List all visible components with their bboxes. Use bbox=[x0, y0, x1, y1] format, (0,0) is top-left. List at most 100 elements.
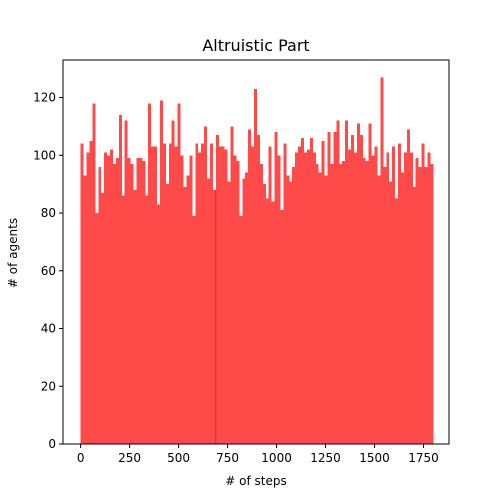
histogram-bar bbox=[218, 146, 222, 444]
histogram-bar bbox=[365, 161, 369, 445]
histogram-bar bbox=[412, 187, 416, 444]
histogram-bar bbox=[345, 120, 349, 444]
histogram-bar bbox=[168, 143, 172, 445]
x-tick-label: 1500 bbox=[359, 451, 390, 465]
histogram-bar bbox=[133, 189, 137, 444]
histogram-bar bbox=[348, 149, 352, 444]
histogram-bar bbox=[162, 143, 166, 445]
histogram-bar bbox=[271, 201, 275, 444]
histogram-bar bbox=[374, 146, 378, 444]
histogram-bar bbox=[177, 103, 181, 444]
histogram-bar bbox=[386, 152, 390, 444]
histogram-bar bbox=[227, 181, 231, 444]
histogram-bar bbox=[312, 152, 316, 444]
histogram-bar bbox=[130, 163, 134, 444]
histogram-bar bbox=[333, 132, 337, 444]
histogram-bar bbox=[309, 137, 313, 444]
histogram-bar bbox=[83, 175, 87, 445]
histogram-bar bbox=[421, 143, 425, 445]
histogram-bar bbox=[118, 114, 122, 444]
histogram-bar bbox=[251, 146, 255, 444]
histogram-bar bbox=[165, 184, 169, 444]
histogram-bar bbox=[86, 152, 90, 444]
histogram-bar bbox=[280, 210, 284, 444]
histogram-bar bbox=[286, 175, 290, 445]
histogram-bar bbox=[324, 175, 328, 445]
histogram-bar bbox=[121, 195, 125, 444]
histogram-bar bbox=[306, 149, 310, 444]
histogram-bar bbox=[427, 152, 431, 444]
histogram-bar bbox=[254, 88, 257, 444]
histogram-bar bbox=[248, 129, 252, 445]
histogram-bar bbox=[304, 152, 307, 444]
histogram-bar bbox=[274, 132, 278, 444]
histogram-bar bbox=[380, 77, 384, 445]
histogram-bar bbox=[207, 178, 210, 444]
histogram-bar bbox=[124, 120, 128, 444]
histogram-bar bbox=[377, 175, 381, 445]
histogram-bar bbox=[301, 137, 305, 444]
histogram-bar bbox=[212, 189, 216, 444]
x-tick-label: 0 bbox=[77, 451, 85, 465]
histogram-bar bbox=[98, 166, 102, 444]
x-axis-ticks: 0 250 500 750 1000 1250 1500 1750 bbox=[77, 444, 439, 465]
histogram-bar bbox=[239, 215, 243, 444]
histogram-bar bbox=[353, 152, 357, 444]
histogram-bar bbox=[330, 163, 334, 444]
histogram-bar bbox=[298, 146, 302, 444]
histogram-bar bbox=[110, 149, 113, 444]
x-tick-label: 1250 bbox=[310, 451, 341, 465]
histogram-bar bbox=[209, 143, 213, 445]
histogram-bar bbox=[262, 184, 266, 444]
histogram-bar bbox=[136, 158, 140, 445]
histogram-bar bbox=[159, 100, 163, 444]
histogram-bar bbox=[115, 158, 119, 445]
histogram-bar bbox=[395, 198, 399, 444]
histogram-bar bbox=[389, 181, 393, 444]
histogram-bar bbox=[403, 152, 407, 444]
histogram-bar bbox=[242, 178, 246, 444]
histogram-bar bbox=[406, 129, 410, 445]
y-tick-label: 60 bbox=[41, 264, 56, 278]
histogram-bar bbox=[183, 187, 187, 444]
histogram-bar bbox=[233, 155, 237, 444]
histogram-bar bbox=[157, 204, 160, 444]
histogram-bar bbox=[259, 163, 263, 444]
histogram-bar bbox=[339, 163, 343, 444]
histogram-bar bbox=[424, 166, 428, 444]
bars-group bbox=[80, 77, 434, 445]
x-tick-label: 500 bbox=[167, 451, 190, 465]
histogram-bar bbox=[139, 158, 143, 445]
histogram-bar bbox=[418, 166, 422, 444]
histogram-bar bbox=[265, 198, 269, 444]
y-tick-label: 100 bbox=[33, 148, 56, 162]
histogram-bar bbox=[295, 152, 299, 444]
x-tick-label: 1750 bbox=[408, 451, 439, 465]
histogram-bar bbox=[215, 135, 219, 444]
x-tick-label: 750 bbox=[216, 451, 239, 465]
histogram-bar bbox=[230, 126, 234, 445]
y-tick-label: 80 bbox=[41, 206, 56, 220]
histogram-bar bbox=[283, 143, 287, 445]
histogram-bar bbox=[318, 172, 322, 444]
x-tick-label: 1000 bbox=[261, 451, 292, 465]
histogram-bar bbox=[409, 152, 413, 444]
y-axis-ticks: 0 20 40 60 80 100 120 bbox=[33, 91, 63, 451]
y-tick-label: 20 bbox=[41, 379, 56, 393]
histogram-bar bbox=[224, 149, 228, 444]
histogram-bar bbox=[127, 158, 131, 445]
histogram-bar bbox=[201, 143, 205, 445]
y-tick-label: 40 bbox=[41, 322, 56, 336]
histogram-bar bbox=[321, 140, 325, 444]
histogram-bar bbox=[171, 120, 175, 444]
histogram-bar bbox=[245, 172, 249, 444]
y-tick-label: 120 bbox=[33, 91, 56, 105]
histogram-bar bbox=[180, 155, 184, 444]
histogram-bar bbox=[204, 126, 208, 445]
histogram-bar bbox=[362, 158, 366, 445]
histogram-bar bbox=[189, 155, 193, 444]
histogram-bar bbox=[112, 163, 116, 444]
histogram-bar bbox=[342, 161, 346, 445]
histogram-bar bbox=[80, 143, 84, 445]
